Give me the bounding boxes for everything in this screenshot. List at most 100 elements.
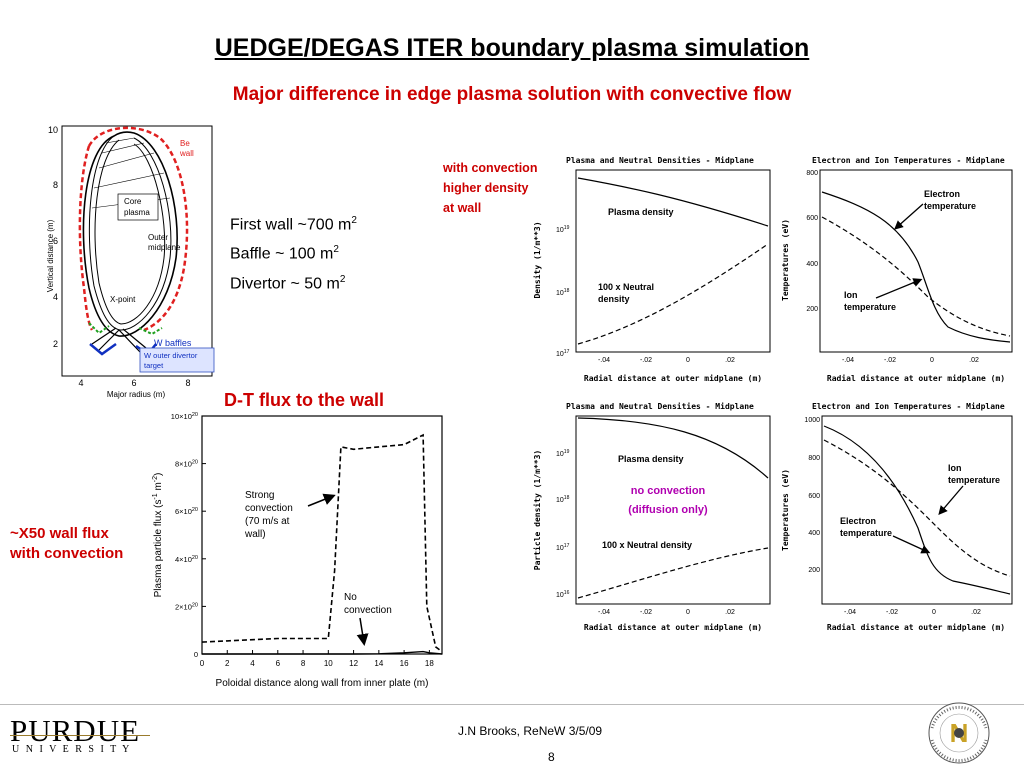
be-wall xyxy=(87,126,189,332)
plasma-density-curve xyxy=(577,177,769,227)
flux-ytick: 4×1020 xyxy=(175,555,198,564)
temperature-panel-bottom: Electron and Ion Temperatures - Midplane… xyxy=(781,401,1013,632)
ion-temp-label: Ion xyxy=(844,290,858,300)
panel-frame xyxy=(821,415,1013,605)
geo-ytick: 4 xyxy=(53,292,58,302)
ion-temp-curve xyxy=(821,216,1011,337)
flux-chart: 10×1020 8×1020 6×1020 4×1020 2×1020 0 0 2 4 6 8 10… xyxy=(152,412,443,689)
no-convection-series xyxy=(202,650,443,655)
core-plasma-box xyxy=(117,193,159,221)
nuclear-engineering-seal: N xyxy=(928,702,990,764)
ion-arrow xyxy=(938,485,964,515)
flux-xtick: 14 xyxy=(374,659,383,668)
seal-text-arc xyxy=(930,739,988,763)
svg-text:No: No xyxy=(344,592,357,603)
panel-ylabel: Temperatures (eV) xyxy=(781,469,790,551)
svg-text:0: 0 xyxy=(932,609,936,616)
svg-text:1019: 1019 xyxy=(556,449,570,458)
flux-xtick: 16 xyxy=(400,659,409,668)
electron-temp-label: Electron xyxy=(840,516,876,526)
flux-ytick: 10×1020 xyxy=(171,412,198,421)
panel-xlabel: Radial distance at outer midplane (m) xyxy=(584,373,762,383)
panel-ylabel: Particle density (1/m**3) xyxy=(532,450,542,570)
svg-text:1016: 1016 xyxy=(556,590,570,599)
x-point-label: X-point xyxy=(110,295,136,304)
flux-xlabel: Poloidal distance along wall from inner … xyxy=(216,678,429,689)
panel-xticks: -.04 -.02 0 .02 xyxy=(842,357,979,364)
electron-temp-label: temperature xyxy=(840,528,892,538)
be-wall-label: Be xyxy=(180,139,190,148)
outer-midplane-label: Outer xyxy=(148,233,168,242)
panel-frame xyxy=(575,415,771,605)
neutral-density-curve xyxy=(577,547,769,599)
svg-text:.02: .02 xyxy=(725,609,735,616)
electron-temp-label: Electron xyxy=(924,189,960,199)
electron-temp-label: temperature xyxy=(924,201,976,211)
purdue-logo-sub: U N I V E R S I T Y xyxy=(12,744,132,755)
x50-note: ~X50 wall flux with convection xyxy=(10,525,124,562)
svg-text:1000: 1000 xyxy=(804,417,820,424)
svg-text:-.04: -.04 xyxy=(844,609,856,616)
plasma-density-label: Plasma density xyxy=(608,207,674,217)
panel-title: Electron and Ion Temperatures - Midplane xyxy=(812,155,1005,165)
svg-text:.02: .02 xyxy=(969,357,979,364)
flux-ytick: 0 xyxy=(194,650,198,659)
with-convection-note: with convection higher density at wall xyxy=(443,161,538,215)
svg-text:-.02: -.02 xyxy=(886,609,898,616)
panel-ylabel: Temperatures (eV) xyxy=(781,219,790,301)
be-wall xyxy=(78,145,94,331)
svg-text:1019: 1019 xyxy=(556,225,570,234)
flux-xtick: 12 xyxy=(349,659,358,668)
geo-xlabel: Major radius (m) xyxy=(107,390,166,399)
svg-text:0: 0 xyxy=(686,609,690,616)
svg-text:600: 600 xyxy=(806,215,818,222)
geo-xtick: 4 xyxy=(78,378,83,388)
noconv-arrow xyxy=(356,617,369,646)
svg-text:-.02: -.02 xyxy=(884,357,896,364)
seal-atom xyxy=(954,728,964,738)
electron-arrow xyxy=(892,535,931,554)
svg-text:-.04: -.04 xyxy=(598,609,610,616)
geo-ytick: 2 xyxy=(53,339,58,349)
geo-ytick: 6 xyxy=(53,236,58,246)
flux-ytick: 6×1020 xyxy=(175,507,198,516)
panel-title: Plasma and Neutral Densities - Midplane xyxy=(566,401,754,411)
panel-xticks: -.04 -.02 0 .02 xyxy=(598,609,735,616)
panel-ylabel: Density (1/m**3) xyxy=(532,221,542,298)
svg-text:1018: 1018 xyxy=(556,288,570,297)
ion-temp-curve xyxy=(823,439,1011,577)
no-convection-note: (diffusion only) xyxy=(628,504,708,516)
svg-text:-.02: -.02 xyxy=(640,609,652,616)
neutral-density-curve xyxy=(577,243,769,345)
geo-ytick: 10 xyxy=(48,125,58,135)
core-label: plasma xyxy=(124,208,150,217)
panel-yticks: 800 600 400 200 xyxy=(806,170,818,313)
no-convection-label: No convection xyxy=(344,592,392,616)
svg-text:0: 0 xyxy=(686,357,690,364)
flux-surface xyxy=(94,139,166,325)
neutral-density-label: 100 x Neutral xyxy=(598,282,654,292)
w-baffles xyxy=(88,322,163,336)
flux-surface xyxy=(82,131,178,337)
density-panel-top: Plasma and Neutral Densities - Midplane … xyxy=(532,155,771,383)
plasma-density-label: Plasma density xyxy=(618,454,684,464)
strong-convection-series xyxy=(201,433,443,653)
w-divertor-box xyxy=(139,347,215,373)
logo-rule-top xyxy=(10,735,150,736)
electron-temp-curve xyxy=(821,191,1011,343)
baffle-area: Baffle ~ 100 m2 xyxy=(230,244,339,263)
svg-text:.02: .02 xyxy=(971,609,981,616)
panel-xlabel: Radial distance at outer midplane (m) xyxy=(827,373,1005,383)
svg-text:1018: 1018 xyxy=(556,495,570,504)
panel-xticks: -.04 -.02 0 .02 xyxy=(844,609,981,616)
density-panel-bottom: Plasma and Neutral Densities - Midplane … xyxy=(532,401,771,632)
svg-text:400: 400 xyxy=(808,530,820,537)
dt-flux-title: D-T flux to the wall xyxy=(224,390,384,410)
svg-text:.02: .02 xyxy=(725,357,735,364)
flux-surface xyxy=(88,135,172,331)
ion-arrow xyxy=(875,278,923,299)
svg-text:convection: convection xyxy=(344,605,392,616)
geo-ylabel: Vertical distance (m) xyxy=(46,219,55,292)
svg-text:1017: 1017 xyxy=(556,543,570,552)
outer-midplane-label: midplane xyxy=(148,243,181,252)
